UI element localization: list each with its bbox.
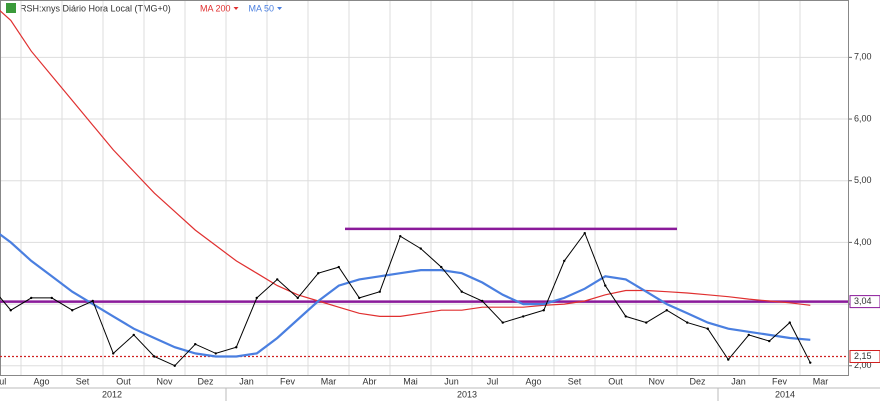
y-tick-label: 2,00 [854, 360, 872, 370]
price-point [809, 361, 812, 364]
price-point [30, 296, 33, 300]
y-tick-label: 5,00 [854, 175, 872, 185]
price-point [173, 364, 176, 367]
x-tick-label: Jun [444, 376, 459, 386]
price-point [706, 327, 709, 330]
x-tick-label: Nov [156, 376, 173, 386]
price-point [542, 309, 545, 312]
x-tick-label: Out [116, 376, 131, 386]
x-tick-label: Jul [487, 376, 499, 386]
year-label: 2012 [102, 389, 122, 399]
x-tick-label: Jan [239, 376, 254, 386]
price-point [378, 290, 381, 293]
x-tick-label: Abr [362, 376, 376, 386]
x-tick-label: Set [568, 376, 582, 386]
level-label-box [849, 295, 880, 309]
level-label-box [849, 349, 880, 363]
price-point [624, 315, 627, 318]
price-point [214, 352, 217, 355]
price-point [747, 333, 750, 337]
legend-entry[interactable]: MA 200 [200, 3, 231, 13]
price-point [522, 315, 525, 318]
price-point [686, 321, 689, 324]
price-point [768, 339, 771, 343]
price-point [296, 296, 299, 300]
price-point [194, 342, 197, 346]
price-point [50, 296, 53, 300]
price-point [276, 278, 279, 281]
price-point [112, 352, 115, 355]
y-tick-label: 6,00 [854, 113, 872, 123]
x-tick-label: Ago [525, 376, 541, 386]
x-tick-label: Jul [0, 376, 6, 386]
x-tick-label: Mar [321, 376, 337, 386]
price-point [645, 321, 648, 324]
price-point [317, 272, 320, 275]
level-label: 3,04 [854, 296, 872, 306]
chart-title[interactable]: RSH:xnys Diário Hora Local (TMG+0) [20, 3, 171, 13]
price-point [727, 358, 730, 361]
price-point [583, 231, 586, 235]
symbol-icon[interactable] [6, 3, 16, 13]
x-tick-label: Ago [33, 376, 49, 386]
price-point [235, 346, 238, 349]
legend-entry[interactable]: MA 50 [249, 3, 275, 13]
price-point [9, 309, 12, 312]
x-tick-label: Dez [689, 376, 706, 386]
price-point [71, 309, 74, 312]
x-tick-label: Set [76, 376, 90, 386]
y-tick-label: 4,00 [854, 237, 872, 247]
x-tick-label: Dez [197, 376, 214, 386]
x-tick-label: Mar [813, 376, 829, 386]
price-point [501, 321, 504, 324]
ma-line [0, 9, 811, 317]
price-point [440, 265, 443, 269]
x-tick-label: Fev [280, 376, 296, 386]
price-point [91, 299, 94, 303]
price-point [255, 296, 258, 300]
price-point [665, 309, 668, 312]
ma-line [0, 232, 811, 358]
legend-dropdown[interactable] [277, 7, 283, 10]
plot-border [0, 0, 849, 376]
x-tick-label: Fev [772, 376, 788, 386]
price-point [604, 284, 607, 287]
x-tick-label: Mai [403, 376, 418, 386]
price-point [358, 296, 361, 300]
level-label: 2,15 [854, 351, 872, 361]
price-point [563, 259, 566, 263]
year-label: 2014 [775, 389, 795, 399]
price-point [788, 321, 791, 324]
legend-dropdown[interactable] [233, 7, 239, 10]
x-tick-label: Jan [731, 376, 746, 386]
year-label: 2013 [457, 389, 477, 399]
price-point [153, 355, 156, 358]
price-point [132, 333, 135, 337]
x-tick-label: Nov [648, 376, 665, 386]
y-tick-label: 7,00 [854, 52, 872, 62]
price-point [337, 265, 340, 269]
price-point [460, 290, 463, 293]
x-tick-label: Out [608, 376, 623, 386]
price-point [481, 299, 484, 303]
price-point [399, 235, 402, 238]
price-point [419, 247, 422, 250]
